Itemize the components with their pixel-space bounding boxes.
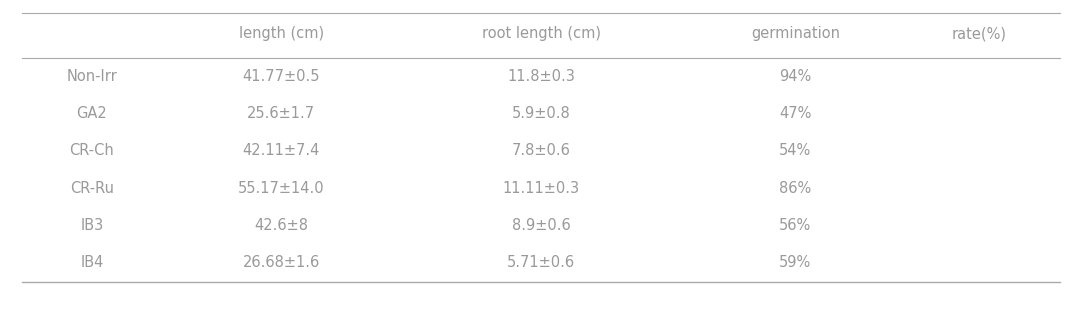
Text: 47%: 47%: [779, 106, 812, 121]
Text: rate(%): rate(%): [952, 26, 1006, 41]
Text: germination: germination: [751, 26, 840, 41]
Text: Non-Irr: Non-Irr: [67, 69, 117, 84]
Text: 5.9±0.8: 5.9±0.8: [512, 106, 570, 121]
Text: 42.6±8: 42.6±8: [254, 218, 308, 233]
Text: 41.77±0.5: 41.77±0.5: [242, 69, 320, 84]
Text: length (cm): length (cm): [239, 26, 324, 41]
Text: 26.68±1.6: 26.68±1.6: [242, 255, 320, 270]
Text: 42.11±7.4: 42.11±7.4: [242, 143, 320, 158]
Text: 86%: 86%: [779, 181, 812, 196]
Text: CR-Ru: CR-Ru: [70, 181, 114, 196]
Text: 54%: 54%: [779, 143, 812, 158]
Text: 25.6±1.7: 25.6±1.7: [248, 106, 315, 121]
Text: 11.11±0.3: 11.11±0.3: [502, 181, 580, 196]
Text: IB3: IB3: [80, 218, 104, 233]
Text: 11.8±0.3: 11.8±0.3: [507, 69, 575, 84]
Text: 59%: 59%: [779, 255, 812, 270]
Text: 94%: 94%: [779, 69, 812, 84]
Text: IB4: IB4: [80, 255, 104, 270]
Text: GA2: GA2: [77, 106, 107, 121]
Text: CR-Ch: CR-Ch: [69, 143, 115, 158]
Text: 55.17±14.0: 55.17±14.0: [238, 181, 325, 196]
Text: 8.9±0.6: 8.9±0.6: [512, 218, 570, 233]
Text: 5.71±0.6: 5.71±0.6: [507, 255, 575, 270]
Text: 7.8±0.6: 7.8±0.6: [512, 143, 570, 158]
Text: root length (cm): root length (cm): [481, 26, 601, 41]
Text: 56%: 56%: [779, 218, 812, 233]
